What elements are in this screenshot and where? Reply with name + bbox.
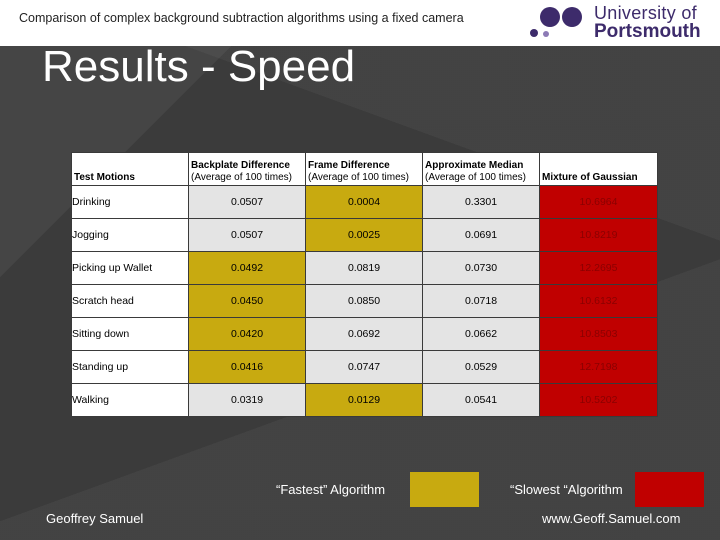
legend-fastest-label: “Fastest” Algorithm [276, 482, 386, 497]
col-header-sub: (Average of 100 times) [191, 172, 292, 183]
col-header-backplate: Backplate Difference (Average of 100 tim… [188, 152, 306, 186]
results-table: Test Motions Backplate Difference (Avera… [71, 152, 658, 417]
table-cell: 0.0850 [305, 284, 423, 318]
col-header-approx-median: Approximate Median (Average of 100 times… [422, 152, 540, 186]
logo-text-line2: Portsmouth [594, 21, 701, 42]
table-cell: 0.0819 [305, 251, 423, 285]
table-cell: 0.0507 [188, 218, 306, 252]
table-cell: 0.0730 [422, 251, 540, 285]
table-cell: 12.7198 [539, 350, 658, 384]
row-label: Picking up Wallet [71, 251, 189, 285]
table-cell: 10.8503 [539, 317, 658, 351]
row-label: Sitting down [71, 317, 189, 351]
table-cell: 0.0507 [188, 185, 306, 219]
table-row: Drinking 0.0507 0.0004 0.3301 10.6964 [71, 185, 658, 219]
table-cell: 0.0492 [188, 251, 306, 285]
table-cell: 0.0319 [188, 383, 306, 417]
row-label: Scratch head [71, 284, 189, 318]
row-label: Drinking [71, 185, 189, 219]
table-cell: 0.0004 [305, 185, 423, 219]
col-header-sub: (Average of 100 times) [425, 172, 526, 183]
table-cell: 0.0541 [422, 383, 540, 417]
table-cell: 0.0529 [422, 350, 540, 384]
footer-website: www.Geoff.Samuel.com [542, 511, 681, 526]
col-header-mixture-gaussian: Mixture of Gaussian [539, 152, 658, 186]
table-row: Sitting down 0.0420 0.0692 0.0662 10.8503 [71, 317, 658, 351]
slide-header: Comparison of complex background subtrac… [0, 0, 720, 46]
row-label: Standing up [71, 350, 189, 384]
table-cell: 0.0747 [305, 350, 423, 384]
col-header-name: Approximate Median [425, 160, 524, 171]
table-cell: 10.5202 [539, 383, 658, 417]
table-cell: 0.0025 [305, 218, 423, 252]
col-header-name: Test Motions [74, 172, 135, 183]
table-cell: 10.6132 [539, 284, 658, 318]
row-label: Jogging [71, 218, 189, 252]
table-cell: 10.6964 [539, 185, 658, 219]
table-row: Jogging 0.0507 0.0025 0.0691 10.8219 [71, 218, 658, 252]
table-cell: 0.0129 [305, 383, 423, 417]
table-cell: 0.0692 [305, 317, 423, 351]
col-header-name: Frame Difference [308, 160, 390, 171]
slide-title: Results - Speed [42, 42, 356, 91]
table-cell: 0.0718 [422, 284, 540, 318]
legend-slowest-swatch [635, 472, 704, 507]
col-header-frame-difference: Frame Difference (Average of 100 times) [305, 152, 423, 186]
logo-mark-icon [530, 7, 582, 37]
legend-fastest-swatch [410, 472, 479, 507]
table-row: Scratch head 0.0450 0.0850 0.0718 10.6132 [71, 284, 658, 318]
logo-text-line1: University of [594, 3, 697, 23]
legend-slowest-label: “Slowest “Algorithm [510, 482, 623, 497]
table-cell: 0.0420 [188, 317, 306, 351]
col-header-name: Mixture of Gaussian [542, 172, 638, 183]
col-header-sub: (Average of 100 times) [308, 172, 409, 183]
table-cell: 0.3301 [422, 185, 540, 219]
table-row: Picking up Wallet 0.0492 0.0819 0.0730 12.26… [71, 251, 658, 285]
table-row: Walking 0.0319 0.0129 0.0541 10.5202 [71, 383, 658, 417]
row-label: Walking [71, 383, 189, 417]
col-header-test-motions: Test Motions [71, 152, 189, 186]
table-cell: 0.0416 [188, 350, 306, 384]
table-cell: 0.0691 [422, 218, 540, 252]
header-title: Comparison of complex background subtrac… [19, 11, 464, 25]
university-logo: University of Portsmouth [528, 3, 716, 43]
col-header-name: Backplate Difference [191, 160, 290, 171]
table-cell: 0.0662 [422, 317, 540, 351]
table-row: Standing up 0.0416 0.0747 0.0529 12.7198 [71, 350, 658, 384]
table-header-row: Test Motions Backplate Difference (Avera… [71, 152, 658, 186]
table-cell: 12.2695 [539, 251, 658, 285]
table-cell: 0.0450 [188, 284, 306, 318]
table-cell: 10.8219 [539, 218, 658, 252]
footer-author: Geoffrey Samuel [46, 511, 144, 526]
